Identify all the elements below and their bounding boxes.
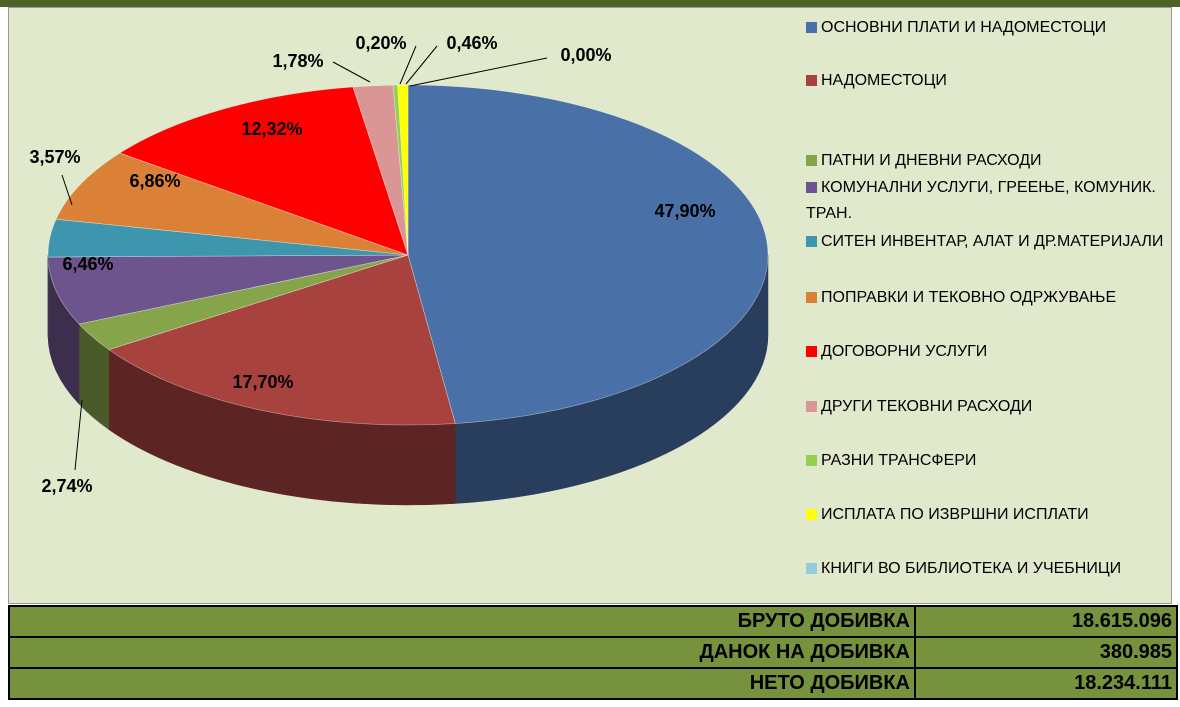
legend-item: ПАТНИ И ДНЕВНИ РАСХОДИ <box>806 148 1166 174</box>
table-row: ДАНОК НА ДОБИВКА 380.985 <box>8 636 1178 669</box>
legend-swatch <box>806 292 817 303</box>
table-row: НЕТО ДОБИВКА 18.234.111 <box>8 667 1178 700</box>
slice-top <box>119 86 409 256</box>
legend-item: ДОГОВОРНИ УСЛУГИ <box>806 339 1166 365</box>
legend-label: ПОПРАВКИ И ТЕКОВНО ОДРЖУВАЊЕ <box>821 289 1117 306</box>
legend-label: КОМУНАЛНИ УСЛУГИ, ГРЕЕЊЕ, КОМУНИК. ТРАН. <box>806 179 1156 222</box>
legend-item: ДРУГИ ТЕКОВНИ РАСХОДИ <box>806 394 1166 420</box>
legend-swatch <box>806 563 817 574</box>
legend-item: РАЗНИ ТРАНСФЕРИ <box>806 448 1166 474</box>
leader-line <box>399 45 417 85</box>
legend-swatch <box>806 401 817 412</box>
slice <box>47 254 409 405</box>
row-label: БРУТО ДОБИВКА <box>8 605 916 638</box>
legend-item: КОМУНАЛНИ УСЛУГИ, ГРЕЕЊЕ, КОМУНИК. ТРАН. <box>806 175 1166 227</box>
summary-table: БРУТО ДОБИВКА 18.615.096 ДАНОК НА ДОБИВКА 3… <box>8 605 1178 700</box>
table-row: БРУТО ДОБИВКА 18.615.096 <box>8 605 1178 638</box>
data-label: 0,46% <box>446 33 497 53</box>
slice-top <box>55 152 409 256</box>
legend-swatch <box>806 182 817 193</box>
legend-item: ОСНОВНИ ПЛАТИ И НАДОМЕСТОЦИ <box>806 15 1166 41</box>
legend-swatch <box>806 236 817 247</box>
legend-swatch <box>806 22 817 33</box>
legend-label: НАДОМЕСТОЦИ <box>821 72 947 89</box>
slice-top <box>407 84 769 424</box>
legend-label: ПАТНИ И ДНЕВНИ РАСХОДИ <box>821 152 1042 169</box>
data-label: 2,74% <box>41 476 92 496</box>
top-bar <box>0 0 1180 7</box>
legend-item: НАДОМЕСТОЦИ <box>806 68 1166 94</box>
legend-label: ДРУГИ ТЕКОВНИ РАСХОДИ <box>821 398 1033 415</box>
legend-label: ДОГОВОРНИ УСЛУГИ <box>821 343 988 360</box>
data-label: 17,70% <box>232 372 293 392</box>
legend-swatch <box>806 155 817 166</box>
row-label: ДАНОК НА ДОБИВКА <box>8 636 916 669</box>
legend-item: ПОПРАВКИ И ТЕКОВНО ОДРЖУВАЊЕ <box>806 285 1166 311</box>
legend-swatch <box>806 346 817 357</box>
row-label: НЕТО ДОБИВКА <box>8 667 916 700</box>
slice <box>119 86 409 256</box>
slice <box>407 84 769 504</box>
legend-item: ИСПЛАТА ПО ИЗВРШНИ ИСПЛАТИ <box>806 502 1166 528</box>
legend-item: КНИГИ ВО БИБЛИОТЕКА И УЧЕБНИЦИ <box>806 556 1166 582</box>
data-label: 47,90% <box>654 201 715 221</box>
legend-swatch <box>806 455 817 466</box>
data-label: 6,46% <box>62 254 113 274</box>
amount: 18.234.111 <box>914 667 1178 700</box>
legend-label: ОСНОВНИ ПЛАТИ И НАДОМЕСТОЦИ <box>821 19 1107 36</box>
legend-label: ИСПЛАТА ПО ИЗВРШНИ ИСПЛАТИ <box>821 506 1089 523</box>
leader-line <box>409 57 548 87</box>
leader-line <box>74 399 83 471</box>
slice-top <box>397 84 409 256</box>
legend-swatch <box>806 75 817 86</box>
legend-label: РАЗНИ ТРАНСФЕРИ <box>821 452 977 469</box>
legend-label: СИТЕН ИНВЕНТАР, АЛАТ И ДР.МАТЕРИЈАЛИ <box>821 233 1164 250</box>
slice <box>55 152 409 256</box>
leader-line <box>332 61 371 83</box>
data-label: 3,57% <box>29 147 80 167</box>
data-label: 6,86% <box>129 171 180 191</box>
leader-line <box>405 45 438 85</box>
leader-line <box>61 174 73 206</box>
legend-item: СИТЕН ИНВЕНТАР, АЛАТ И ДР.МАТЕРИЈАЛИ <box>806 229 1166 255</box>
amount: 380.985 <box>914 636 1178 669</box>
legend-label: КНИГИ ВО БИБЛИОТЕКА И УЧЕБНИЦИ <box>821 560 1122 577</box>
data-label: 1,78% <box>272 51 323 71</box>
data-label: 0,00% <box>560 45 611 65</box>
slice <box>397 84 409 256</box>
data-label: 0,20% <box>355 33 406 53</box>
amount: 18.615.096 <box>914 605 1178 638</box>
legend-swatch <box>806 509 817 520</box>
slice-top <box>108 254 456 426</box>
data-label: 12,32% <box>241 119 302 139</box>
